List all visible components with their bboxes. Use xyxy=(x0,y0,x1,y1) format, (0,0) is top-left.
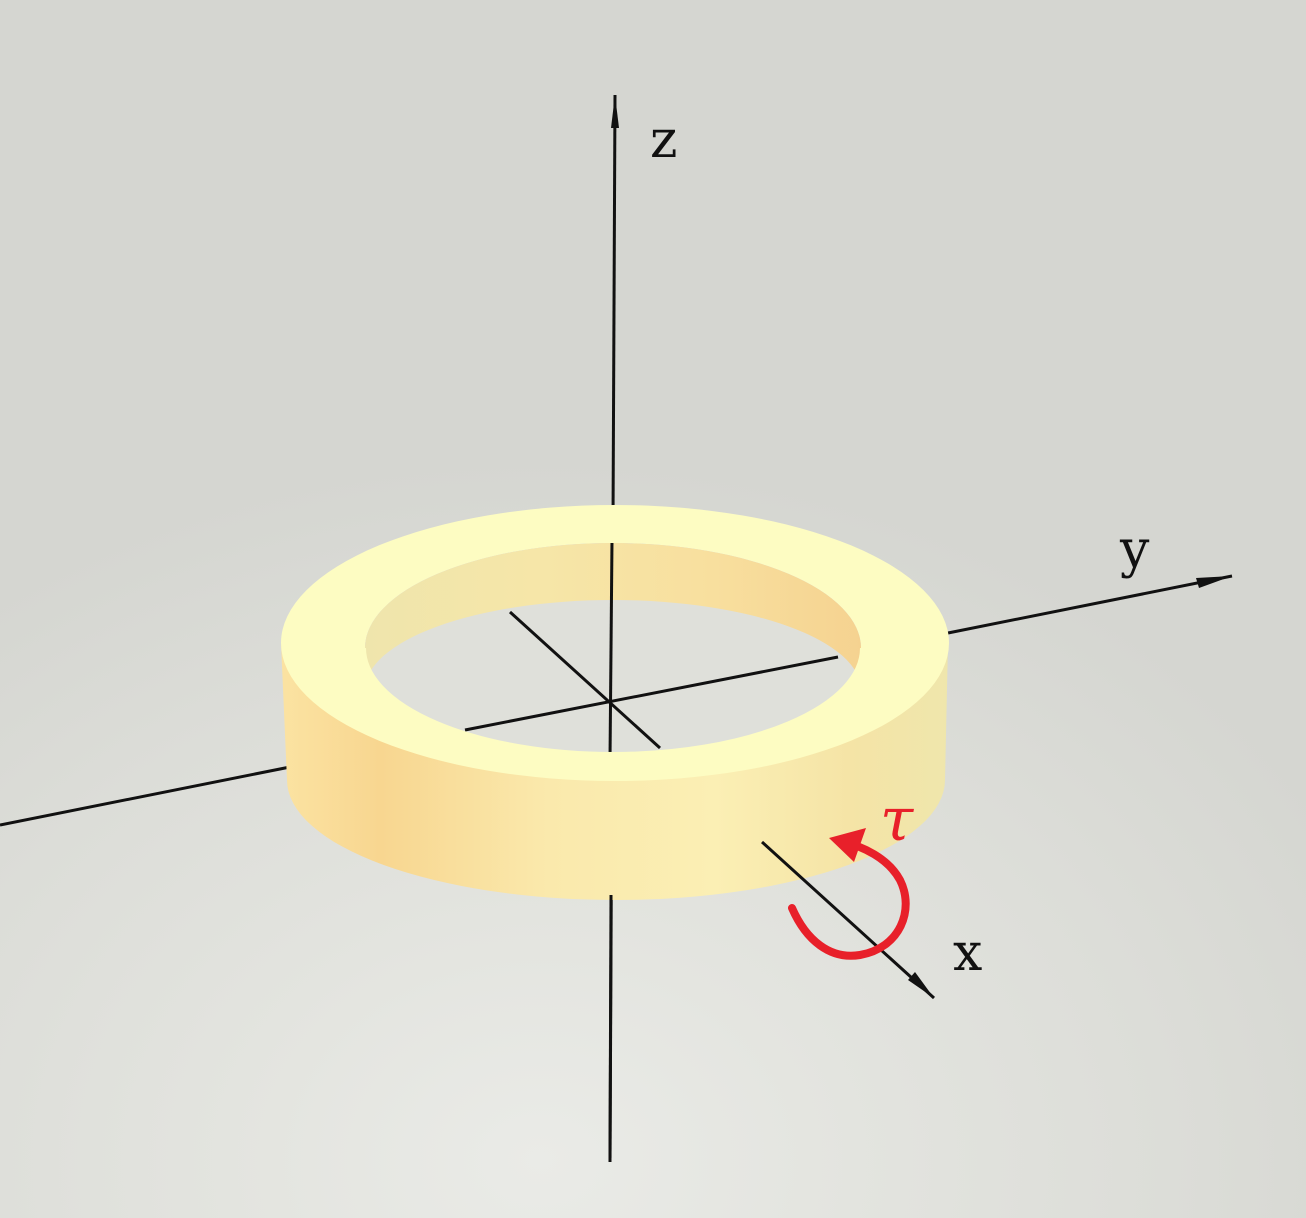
ring-outer-wall xyxy=(281,643,948,900)
x-axis-arrowhead xyxy=(908,972,934,998)
y-axis-label: y xyxy=(1119,520,1150,580)
y-axis-line-left xyxy=(0,762,306,827)
x-axis-label: x xyxy=(953,923,982,983)
torque-label: τ xyxy=(880,785,914,855)
torque-arrow xyxy=(788,838,910,960)
torque-arrowhead xyxy=(829,828,866,862)
z-axis-label: z xyxy=(650,110,677,170)
y-axis-line-right xyxy=(947,574,1233,635)
x-axis-line xyxy=(760,840,936,1000)
z-axis-arrowhead xyxy=(611,95,619,128)
y-axis-arrowhead xyxy=(1196,576,1232,588)
